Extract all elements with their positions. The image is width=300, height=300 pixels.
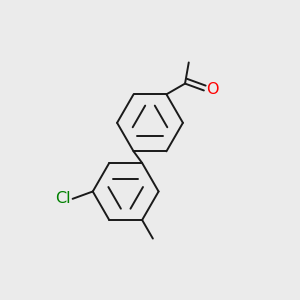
Text: Cl: Cl — [56, 191, 71, 206]
Text: O: O — [206, 82, 219, 97]
